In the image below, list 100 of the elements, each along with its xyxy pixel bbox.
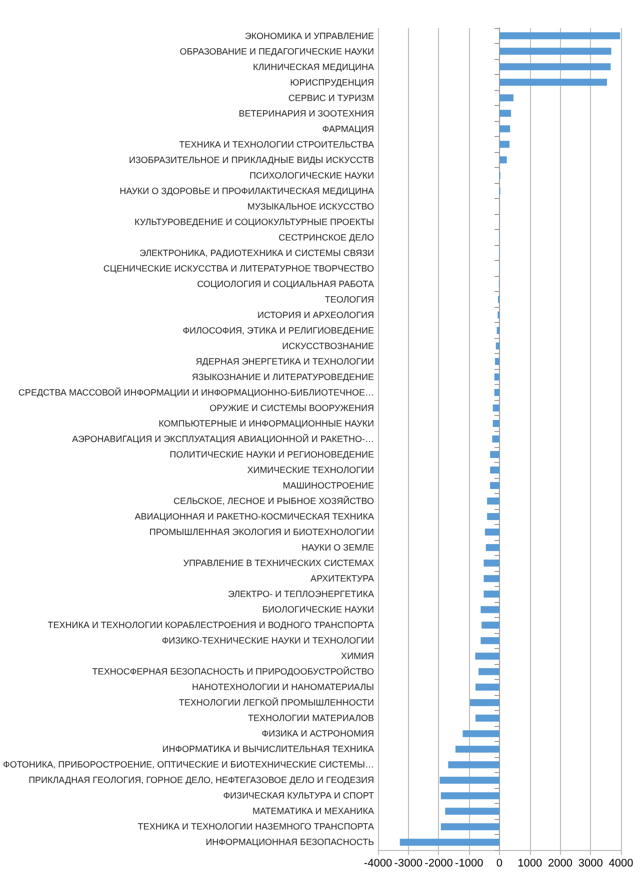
bar	[494, 373, 500, 380]
y-tick-label: ЯЗЫКОЗНАНИЕ И ЛИТЕРАТУРОВЕДЕНИЕ	[192, 372, 374, 382]
bar	[478, 668, 500, 676]
y-tick-label: БИОЛОГИЧЕСКИЕ НАУКИ	[262, 604, 374, 615]
bar	[484, 560, 500, 567]
bar	[486, 544, 500, 552]
y-tick-label: ВЕТЕРИНАРИЯ И ЗООТЕХНИЯ	[238, 108, 374, 118]
y-tick-label: ХИМИЯ	[341, 651, 374, 662]
y-tick-label: МУЗЫКАЛЬНОЕ ИСКУССТВО	[247, 201, 374, 212]
bar	[487, 513, 500, 520]
x-tick-label: 1000	[518, 858, 542, 870]
bar	[490, 451, 500, 458]
y-tick-label: МАТЕМАТИКА И МЕХАНИКА	[252, 806, 374, 816]
bar	[492, 436, 500, 442]
y-tick-label: КОМПЬЮТЕРНЫЕ И ИНФОРМАЦИОННЫЕ НАУКИ	[158, 418, 374, 428]
bar	[487, 498, 500, 505]
bar	[484, 590, 500, 598]
bar	[440, 823, 500, 830]
bar	[494, 388, 500, 396]
y-tick-label: ЮРИСПРУДЕНЦИЯ	[290, 77, 374, 88]
y-tick-label: СОЦИОЛОГИЯ И СОЦИАЛЬНАЯ РАБОТА	[197, 278, 374, 289]
bar	[476, 684, 500, 691]
bar	[475, 652, 500, 660]
bar	[500, 48, 612, 55]
y-tick-label: ПРИКЛАДНАЯ ГЕОЛОГИЯ, ГОРНОЕ ДЕЛО, НЕФТЕГАЗОВОЕ ДЕЛО И ГЕОДЕЗИЯ	[28, 775, 374, 786]
bar	[476, 714, 500, 722]
bar	[484, 528, 500, 536]
y-tick-label: ИНФОРМАЦИОННАЯ БЕЗОПАСНОСТЬ	[206, 837, 374, 848]
bar	[440, 776, 500, 784]
bar	[480, 606, 500, 614]
bar	[500, 78, 608, 86]
bar	[496, 326, 500, 334]
y-tick-label: ТЕХНОЛОГИИ МАТЕРИАЛОВ	[248, 713, 374, 724]
bar	[445, 808, 500, 815]
x-tick-label: 0	[496, 858, 503, 870]
y-tick-label: ФИЗИКА И АСТРОНОМИЯ	[262, 728, 374, 739]
y-tick-label: ЭЛЕКТРО- И ТЕПЛОЭНЕРГЕТИКА	[228, 589, 374, 600]
bar	[440, 792, 500, 800]
y-tick-label: ИНФОРМАТИКА И ВЫЧИСЛИТЕЛЬНАЯ ТЕХНИКА	[162, 744, 374, 754]
y-tick-label: ХИМИЧЕСКИЕ ТЕХНОЛОГИИ	[247, 465, 374, 476]
bar	[494, 358, 500, 365]
y-tick-label: ПРОМЫШЛЕННАЯ ЭКОЛОГИЯ И БИОТЕХНОЛОГИИ	[149, 527, 374, 538]
y-tick-label: КУЛЬТУРОВЕДЕНИЕ И СОЦИОКУЛЬТУРНЫЕ ПРОЕКТЫ	[134, 216, 374, 227]
bar	[500, 94, 514, 102]
y-tick-label: ОБРАЗОВАНИЕ И ПЕДАГОГИЧЕСКИЕ НАУКИ	[180, 46, 374, 56]
y-tick-label: ФИЗИКО-ТЕХНИЧЕСКИЕ НАУКИ И ТЕХНОЛОГИИ	[162, 636, 374, 646]
x-tick-label: 2000	[548, 858, 572, 870]
y-tick-label: НАУКИ О ЗЕМЛЕ	[302, 542, 374, 553]
bar	[448, 761, 500, 768]
y-tick-label: ИСТОРИЯ И АРХЕОЛОГИЯ	[258, 310, 374, 320]
y-tick-label: АЭРОНАВИГАЦИЯ И ЭКСПЛУАТАЦИЯ АВИАЦИОННОЙ И РАКЕТНО-…	[72, 433, 374, 444]
y-tick-label: ПСИХОЛОГИЧЕСКИЕ НАУКИ	[249, 170, 374, 180]
y-tick-label: НАУКИ О ЗДОРОВЬЕ И ПРОФИЛАКТИЧЕСКАЯ МЕДИЦИНА	[120, 186, 374, 196]
y-tick-label: ЭКОНОМИКА И УПРАВЛЕНИЕ	[244, 30, 374, 41]
bar	[500, 32, 620, 40]
y-tick-label: СЕСТРИНСКОЕ ДЕЛО	[278, 232, 374, 242]
y-tick-label: МАШИНОСТРОЕНИЕ	[282, 480, 374, 491]
y-tick-label: ТЕОЛОГИЯ	[324, 294, 374, 304]
x-tick-label: 3000	[578, 858, 603, 870]
bar	[470, 699, 500, 706]
y-tick-label: ЯДЕРНАЯ ЭНЕРГЕТИКА И ТЕХНОЛОГИИ	[196, 356, 374, 366]
bar	[496, 342, 500, 350]
y-tick-label: ИСКУССТВОЗНАНИЕ	[282, 340, 374, 351]
y-tick-label: ФИЗИЧЕСКАЯ КУЛЬТУРА И СПОРТ	[223, 790, 374, 801]
bar	[484, 575, 500, 582]
bar	[500, 140, 510, 148]
y-tick-label: ТЕХНИКА И ТЕХНОЛОГИИ СТРОИТЕЛЬСТВА	[179, 139, 374, 150]
y-tick-label: ТЕХНОЛОГИИ ЛЕГКОЙ ПРОМЫШЛЕННОСТИ	[178, 696, 374, 708]
y-tick-label: КЛИНИЧЕСКАЯ МЕДИЦИНА	[252, 62, 374, 72]
y-tick-label: ОРУЖИЕ И СИСТЕМЫ ВООРУЖЕНИЯ	[210, 402, 374, 413]
y-tick-label: НАНОТЕХНОЛОГИИ И НАНОМАТЕРИАЛЫ	[192, 682, 374, 692]
y-tick-label: СРЕДСТВА МАССОВОЙ ИНФОРМАЦИИ И ИНФОРМАЦИОННО-БИБЛИОТЕЧНОЕ…	[18, 386, 374, 398]
y-tick-label: СЕРВИС И ТУРИЗМ	[288, 92, 374, 103]
bar	[500, 156, 507, 164]
y-tick-label: ИЗОБРАЗИТЕЛЬНОЕ И ПРИКЛАДНЫЕ ВИДЫ ИСКУССТВ	[129, 154, 374, 165]
y-tick-label: ФИЛОСОФИЯ, ЭТИКА И РЕЛИГИОВЕДЕНИЕ	[182, 325, 374, 336]
bar	[490, 466, 500, 474]
y-tick-label: СЕЛЬСКОЕ, ЛЕСНОЕ И РЫБНОЕ ХОЗЯЙСТВО	[174, 495, 374, 506]
bar	[480, 637, 500, 644]
y-tick-label: УПРАВЛЕНИЕ В ТЕХНИЧЕСКИХ СИСТЕМАХ	[183, 558, 374, 568]
y-tick-label: ФАРМАЦИЯ	[322, 124, 374, 134]
y-tick-label: СЦЕНИЧЕСКИЕ ИСКУССТВА И ЛИТЕРАТУРНОЕ ТВОРЧЕСТВО	[103, 263, 374, 274]
bar	[462, 730, 500, 738]
bar	[492, 404, 500, 412]
y-tick-label: ПОЛИТИЧЕСКИЕ НАУКИ И РЕГИОНОВЕДЕНИЕ	[170, 450, 374, 460]
x-tick-label: -2000	[424, 858, 453, 870]
x-tick-label: 4000	[608, 858, 634, 870]
bar	[500, 63, 611, 70]
y-tick-label: ТЕХНИКА И ТЕХНОЛОГИИ КОРАБЛЕСТРОЕНИЯ И ВОДНОГО ТРАНСПОРТА	[48, 620, 374, 630]
bar	[455, 746, 500, 753]
bar	[500, 125, 510, 132]
bar	[482, 622, 500, 629]
y-tick-label: ЭЛЕКТРОНИКА, РАДИОТЕХНИКА И СИСТЕМЫ СВЯЗИ	[139, 248, 374, 258]
x-tick-label: -3000	[394, 858, 422, 870]
y-tick-label: АВИАЦИОННАЯ И РАКЕТНО-КОСМИЧЕСКАЯ ТЕХНИКА	[134, 512, 374, 522]
bar	[500, 110, 512, 117]
y-tick-label: АРХИТЕКТУРА	[310, 574, 374, 584]
y-tick-label: ТЕХНОСФЕРНАЯ БЕЗОПАСНОСТЬ И ПРИРОДООБУСТРОЙСТВО	[92, 666, 374, 677]
x-tick-label: -4000	[364, 858, 392, 870]
bar	[400, 838, 500, 846]
